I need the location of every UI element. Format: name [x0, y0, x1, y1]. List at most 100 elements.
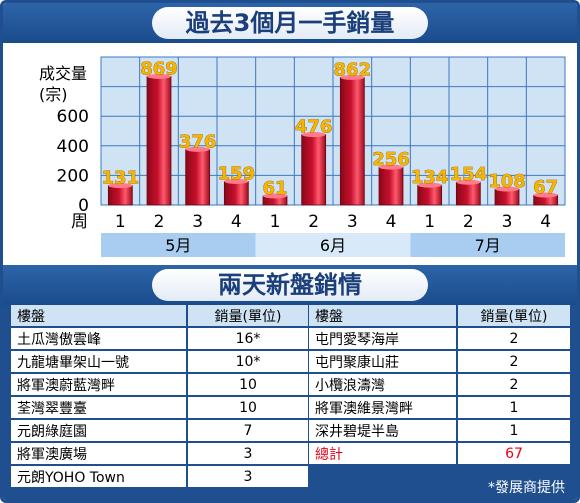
table-row: 荃灣翠豐臺 10 [11, 396, 310, 420]
estate-volume: 7 [187, 419, 310, 443]
table-row: 將軍澳廣場 3 [11, 442, 310, 466]
header-estate: 樓盤 [11, 305, 188, 328]
bar [339, 77, 365, 206]
y-axis-label: (宗) [39, 85, 68, 104]
bar-value-label: 61 [262, 178, 287, 199]
chart-title: 過去3個月一手銷量 [152, 7, 428, 39]
bar-cap [379, 164, 403, 170]
month-label: 7月 [475, 236, 501, 255]
x-tick-label: 2 [308, 212, 319, 232]
estate-volume: 1 [457, 419, 572, 443]
estate-name: 將軍澳廣場 [11, 442, 188, 466]
table-row: 將軍澳維景灣畔 1 [309, 396, 572, 420]
bar-value-label: 131 [102, 168, 140, 189]
sales-table-right: 樓盤 銷量(單位) 屯門愛琴海岸 2 屯門聚康山莊 2 小欖浪濤灣 2 將軍澳維景灣畔… [309, 305, 572, 466]
table-header: 樓盤 銷量(單位) [11, 305, 310, 328]
bar-value-label: 67 [533, 177, 558, 198]
y-tick-label: 600 [57, 107, 89, 127]
estate-volume: 2 [457, 327, 572, 351]
bar-cap [533, 192, 558, 198]
header-volume: 銷量(單位) [187, 305, 310, 328]
estate-name: 元朗綠庭園 [11, 419, 188, 443]
estate-name: 深井碧堤半島 [309, 419, 458, 443]
x-tick-label: 1 [424, 212, 435, 232]
bar-cap [185, 146, 210, 152]
bar-cap [301, 132, 326, 138]
table-row: 小欖浪濤灣 2 [309, 373, 572, 397]
estate-volume: 3 [187, 465, 310, 489]
total-row: 總計 67 [309, 442, 572, 466]
bar [185, 148, 211, 206]
estate-name: 屯門愛琴海岸 [309, 327, 458, 351]
month-band [101, 233, 256, 257]
estate-volume: 2 [457, 373, 572, 397]
bar-cap [417, 182, 442, 188]
x-tick-label: 4 [386, 212, 397, 232]
estate-volume: 10* [187, 350, 310, 374]
x-tick-label: 3 [192, 212, 203, 232]
estate-name: 元朗YOHO Town [11, 465, 188, 489]
table-row: 深井碧堤半島 1 [309, 419, 572, 443]
sales-title: 兩天新盤銷情 [152, 269, 428, 301]
table-row: 屯門聚康山莊 2 [309, 350, 572, 374]
x-tick-label: 4 [231, 212, 242, 232]
table-row: 九龍塘畢架山一號 10* [11, 350, 310, 374]
table-row: 將軍澳蔚藍灣畔 10 [11, 373, 310, 397]
total-label: 總計 [309, 442, 458, 466]
estate-name: 小欖浪濤灣 [309, 373, 458, 397]
chart-title-bar: 過去3個月一手銷量 [3, 3, 577, 43]
bar-value-label: 869 [140, 58, 178, 79]
y-tick-label: 0 [78, 196, 89, 216]
month-label: 6月 [320, 236, 346, 255]
bar-value-label: 256 [372, 149, 410, 170]
bar-cap [108, 183, 133, 189]
estate-volume: 3 [187, 442, 310, 466]
table-header: 樓盤 銷量(單位) [309, 305, 572, 328]
bar-chart: 成交量(宗)0200400600131869376159614768622561… [39, 56, 566, 257]
bar [455, 181, 481, 206]
bar-cap [147, 73, 171, 79]
header-volume: 銷量(單位) [457, 305, 572, 328]
x-tick-label: 3 [502, 212, 513, 232]
table-row: 土瓜灣傲雲峰 16* [11, 327, 310, 351]
sales-tables: 樓盤 銷量(單位) 土瓜灣傲雲峰 16* 九龍塘畢架山一號 10* 將軍澳蔚藍灣畔 1… [3, 305, 577, 500]
bar-cap [340, 74, 365, 80]
y-tick-label: 200 [57, 166, 89, 186]
month-band [255, 233, 411, 257]
bar-value-label: 154 [450, 164, 488, 185]
estate-volume: 10 [187, 373, 310, 397]
bar-value-label: 862 [334, 59, 372, 80]
x-axis-label: 周 [71, 212, 88, 232]
source-note: *發展商提供 [488, 480, 565, 496]
x-tick-label: 4 [540, 212, 551, 232]
estate-name: 將軍澳維景灣畔 [309, 396, 458, 420]
bar [223, 181, 249, 206]
estate-name: 九龍塘畢架山一號 [11, 350, 188, 374]
header-estate: 樓盤 [309, 305, 458, 328]
estate-name: 屯門聚康山莊 [309, 350, 458, 374]
bar-value-label: 134 [411, 167, 449, 188]
estate-volume: 10 [187, 396, 310, 420]
table-row: 屯門愛琴海岸 2 [309, 327, 572, 351]
estate-volume: 2 [457, 350, 572, 374]
table-row: 元朗YOHO Town 3 [11, 465, 310, 489]
x-tick-label: 2 [463, 212, 474, 232]
bar-value-label: 159 [218, 163, 256, 184]
total-value: 67 [457, 442, 572, 466]
bar [301, 134, 327, 206]
bar [378, 166, 404, 206]
x-tick-label: 1 [115, 212, 126, 232]
y-axis-label: 成交量 [39, 64, 87, 83]
bar [146, 75, 172, 206]
table-row: 元朗綠庭園 7 [11, 419, 310, 443]
estate-name: 土瓜灣傲雲峰 [11, 327, 188, 351]
y-tick-label: 400 [57, 137, 89, 157]
estate-name: 將軍澳蔚藍灣畔 [11, 373, 188, 397]
sales-title-bar: 兩天新盤銷情 [3, 265, 577, 305]
estate-volume: 1 [457, 396, 572, 420]
month-band [410, 233, 565, 257]
x-tick-label: 3 [347, 212, 358, 232]
bar-cap [224, 178, 249, 184]
bar-cap [495, 186, 519, 192]
estate-name: 荃灣翠豐臺 [11, 396, 188, 420]
